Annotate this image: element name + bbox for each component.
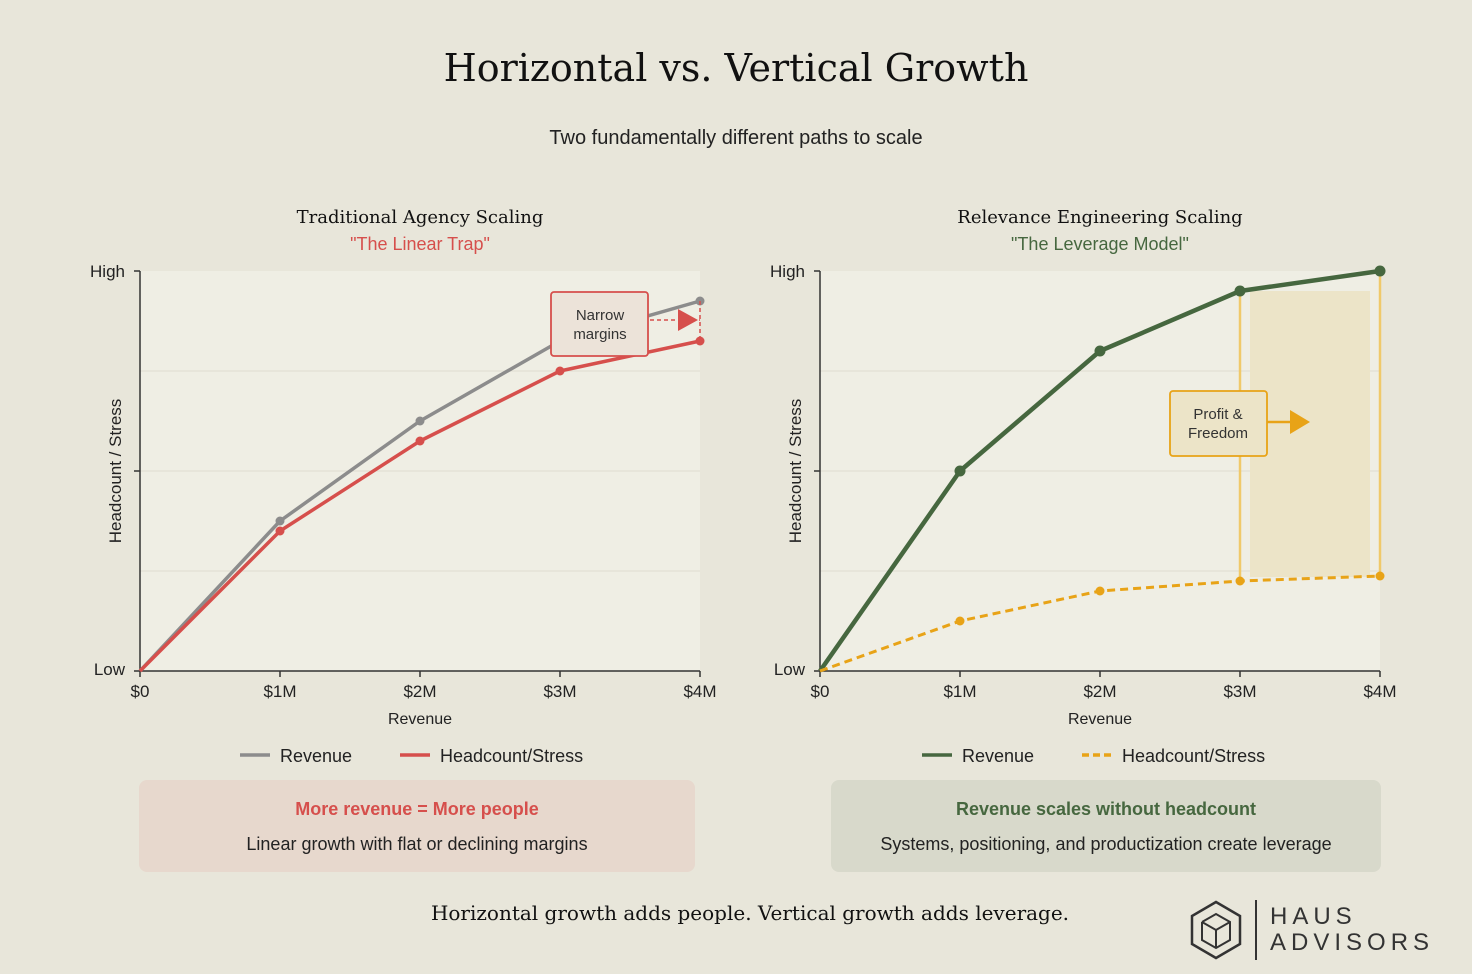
page-subtitle: Two fundamentally different paths to sca… — [549, 127, 923, 149]
chart2-subtitle: "The Leverage Model" — [1011, 234, 1189, 254]
footer-tagline: Horizontal growth adds people. Vertical … — [430, 901, 1070, 925]
chart1-series-1-point-1 — [275, 526, 285, 536]
chart2-profit-region — [1250, 291, 1370, 577]
chart1-annotation-box — [550, 291, 649, 357]
chart2-title: Relevance Engineering Scaling — [957, 207, 1242, 228]
chart1-x-tick-label-1: $1M — [263, 682, 296, 701]
chart1-series-0-point-1 — [275, 516, 285, 526]
chart2-series-1-point-1 — [955, 616, 965, 626]
chart2-x-axis-title: Revenue — [1068, 711, 1132, 728]
chart2-annotation-line2: Freedom — [1188, 425, 1248, 442]
chart2-x-tick-label-1: $1M — [943, 682, 976, 701]
haus-advisors-logo: HAUS ADVISORS — [1188, 898, 1448, 964]
callout-right-body: Systems, positioning, and productization… — [880, 834, 1332, 854]
chart2-x-tick-label-0: $0 — [811, 682, 830, 701]
logo-line1: HAUS — [1270, 903, 1357, 930]
chart1-arrow-icon — [678, 309, 698, 331]
chart2-y-axis-title: Headcount / Stress — [786, 399, 805, 544]
chart2-series-0-point-2 — [1094, 345, 1106, 357]
chart1-x-tick-label-4: $4M — [683, 682, 716, 701]
chart2-series-1-point-4 — [1375, 571, 1385, 581]
callout-linear-trap: More revenue = More people Linear growth… — [139, 780, 695, 872]
page-title: Horizontal vs. Vertical Growth — [443, 46, 1029, 90]
logo-line2: ADVISORS — [1270, 929, 1435, 956]
chart2-y-tick-label-high: High — [770, 262, 805, 281]
chart2-x-tick-label-4: $4M — [1363, 682, 1396, 701]
chart2-x-tick-label-3: $3M — [1223, 682, 1256, 701]
callout-left-body: Linear growth with flat or declining mar… — [246, 834, 588, 854]
chart1-y-axis-title: Headcount / Stress — [106, 399, 125, 544]
chart1-series-1-point-4 — [695, 336, 705, 346]
callout-left-heading: More revenue = More people — [295, 799, 539, 819]
chart1-legend-label-1: Headcount/Stress — [440, 746, 583, 766]
house-cube-icon — [1190, 900, 1257, 960]
chart2-series-0-point-4 — [1374, 265, 1386, 277]
chart1-series-1-point-2 — [415, 436, 425, 446]
chart1-series-1-point-3 — [555, 366, 565, 376]
chart2-arrow-icon — [1290, 410, 1310, 434]
chart2-series-1-point-2 — [1095, 586, 1105, 596]
chart1-y-tick-label-high: High — [90, 262, 125, 281]
chart2-series-0-point-3 — [1234, 285, 1246, 297]
chart2-x-tick-label-2: $2M — [1083, 682, 1116, 701]
chart2-legend-label-0: Revenue — [962, 746, 1034, 766]
chart2-legend-label-1: Headcount/Stress — [1122, 746, 1265, 766]
chart2-series-0-point-1 — [954, 465, 966, 477]
chart2-annotation-line1: Profit & — [1193, 406, 1242, 423]
chart1-legend-label-0: Revenue — [280, 746, 352, 766]
chart1-x-tick-label-3: $3M — [543, 682, 576, 701]
chart1-annotation-line1: Narrow — [576, 307, 625, 324]
chart1-x-axis-title: Revenue — [388, 711, 452, 728]
chart1-x-tick-label-0: $0 — [131, 682, 150, 701]
chart1-subtitle: "The Linear Trap" — [350, 234, 490, 254]
chart1-title: Traditional Agency Scaling — [297, 207, 544, 228]
chart2-y-tick-label-low: Low — [774, 660, 806, 679]
chart1-annotation-line2: margins — [573, 326, 626, 343]
chart2-series-1-point-3 — [1235, 576, 1245, 586]
chart1-x-tick-label-2: $2M — [403, 682, 436, 701]
chart1-series-0-point-2 — [415, 416, 425, 426]
chart2-annotation-box — [1169, 390, 1268, 457]
callout-right-heading: Revenue scales without headcount — [955, 799, 1257, 819]
chart1-y-tick-label-low: Low — [94, 660, 126, 679]
callout-leverage-model: Revenue scales without headcount Systems… — [831, 780, 1381, 872]
